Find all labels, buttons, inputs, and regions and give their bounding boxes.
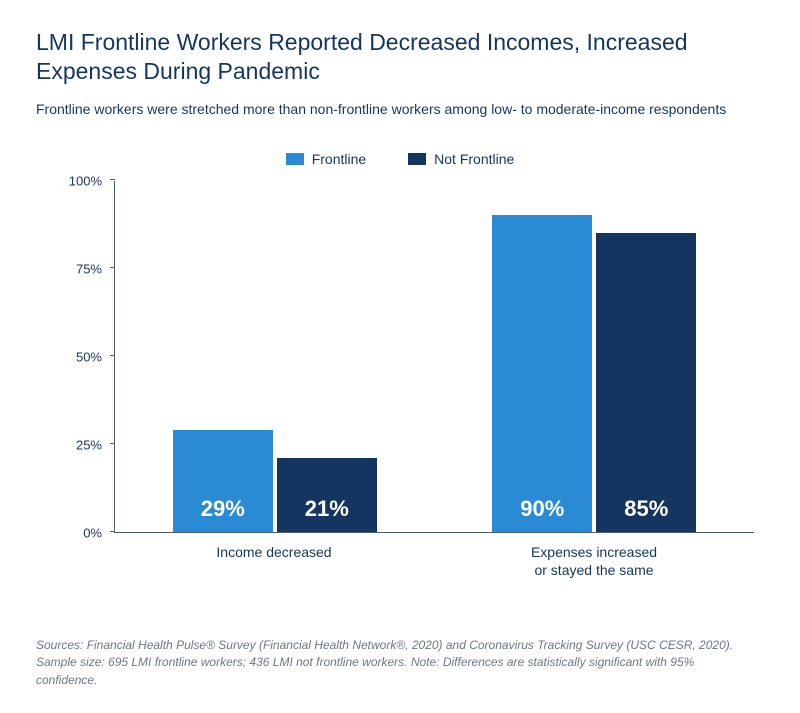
legend-label-not-frontline: Not Frontline bbox=[434, 151, 514, 167]
x-label-income: Income decreased bbox=[114, 539, 434, 579]
legend-swatch-not-frontline bbox=[408, 153, 426, 165]
y-tick: 50% bbox=[54, 349, 102, 364]
y-tick: 100% bbox=[54, 173, 102, 188]
bar-not-frontline: 21% bbox=[277, 458, 377, 532]
legend-item-not-frontline: Not Frontline bbox=[408, 151, 514, 167]
plot-area: 29% 21% 90% 85% bbox=[114, 181, 754, 533]
bar-group-expenses: 90% 85% bbox=[435, 181, 755, 532]
legend: Frontline Not Frontline bbox=[36, 151, 764, 167]
axis-tick bbox=[110, 179, 115, 180]
bar-value-label: 85% bbox=[596, 496, 696, 532]
bar-value-label: 21% bbox=[277, 496, 377, 532]
bar-frontline: 90% bbox=[492, 215, 592, 532]
legend-item-frontline: Frontline bbox=[286, 151, 366, 167]
y-tick: 0% bbox=[54, 525, 102, 540]
chart-subtitle: Frontline workers were stretched more th… bbox=[36, 101, 764, 117]
bar-groups: 29% 21% 90% 85% bbox=[115, 181, 754, 532]
bar-value-label: 90% bbox=[492, 496, 592, 532]
chart-title: LMI Frontline Workers Reported Decreased… bbox=[36, 28, 764, 87]
x-label-expenses: Expenses increasedor stayed the same bbox=[434, 539, 754, 579]
bar-frontline: 29% bbox=[173, 430, 273, 532]
bar-not-frontline: 85% bbox=[596, 233, 696, 532]
legend-swatch-frontline bbox=[286, 153, 304, 165]
x-axis-labels: Income decreased Expenses increasedor st… bbox=[114, 539, 754, 579]
y-tick: 75% bbox=[54, 261, 102, 276]
bar-value-label: 29% bbox=[173, 496, 273, 532]
bar-group-income: 29% 21% bbox=[115, 181, 435, 532]
chart: 100% 75% 50% 25% 0% 29% 21% 90% bbox=[60, 181, 764, 533]
y-axis: 100% 75% 50% 25% 0% bbox=[60, 181, 108, 533]
source-footnote: Sources: Financial Health Pulse® Survey … bbox=[36, 637, 740, 689]
legend-label-frontline: Frontline bbox=[312, 151, 366, 167]
y-tick: 25% bbox=[54, 437, 102, 452]
